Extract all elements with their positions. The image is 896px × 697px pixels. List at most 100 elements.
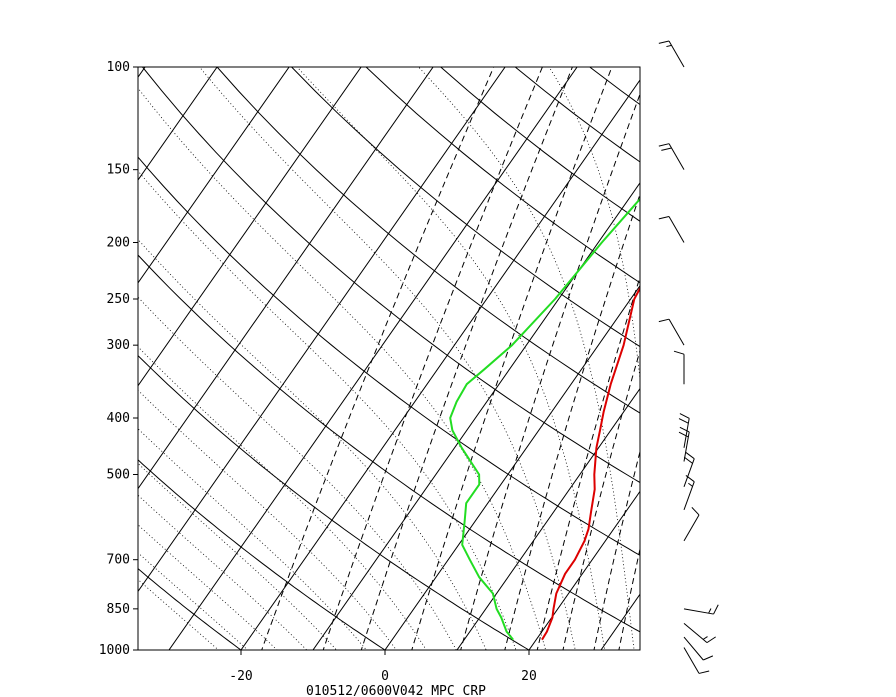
wind-barb-staff (683, 636, 704, 661)
pressure-tick-label: 250 (107, 292, 130, 307)
isotherm-line (528, 490, 640, 650)
pressure-tick-label: 1000 (99, 643, 130, 658)
wind-barb (658, 216, 685, 243)
wind-barb-flag (679, 426, 690, 433)
dry-adiabat-line (888, 67, 896, 662)
mixing-ratio-line (504, 192, 640, 650)
temperature-tick-label: 0 (381, 669, 389, 684)
mixing-ratio-line (562, 348, 640, 650)
wind-barb-flag (685, 475, 695, 483)
wind-barb (683, 452, 695, 488)
wind-barb-flag (706, 636, 716, 644)
wind-barb (673, 350, 685, 385)
isotherm-line (664, 54, 896, 662)
dewpoint-trace (449, 197, 640, 641)
pressure-tick-label: 300 (107, 338, 130, 353)
wind-barb-staff (683, 647, 700, 674)
wind-barb (658, 318, 685, 346)
dry-adiabat-line (440, 67, 640, 222)
dry-adiabat-line (291, 67, 640, 348)
wind-barb-staff (668, 143, 685, 170)
wind-barb-flag (678, 431, 689, 438)
wind-barb (683, 507, 700, 542)
moist-adiabat-line (138, 296, 457, 650)
wind-barb-flag (679, 413, 690, 419)
wind-barb (658, 143, 685, 170)
temperature-tick-label: 20 (521, 669, 537, 684)
wind-barb-flag (698, 670, 710, 674)
moist-adiabat-line (198, 67, 576, 650)
mixing-ratio-line (618, 546, 640, 650)
isotherm-line (138, 67, 434, 490)
wind-barb-flag (683, 456, 693, 464)
pressure-tick-label: 850 (107, 602, 130, 617)
wind-barb (683, 647, 710, 674)
wind-barb-staff (683, 514, 700, 542)
dry-adiabat-line (138, 459, 386, 650)
mixing-ratio-line (460, 92, 640, 650)
wind-barb-staff (683, 418, 690, 448)
isotherm-line (384, 284, 640, 650)
wind-barb-flag (691, 507, 700, 516)
wind-barb (683, 622, 716, 644)
wind-barb (683, 475, 695, 511)
pressure-tick-label: 200 (107, 236, 130, 251)
wind-barb-half-flag (708, 608, 712, 614)
wind-barb-flag (661, 147, 672, 151)
isotherm-line (138, 67, 146, 79)
wind-barb-flag (678, 418, 689, 424)
wind-barb (658, 40, 685, 68)
isotherm-line (0, 54, 10, 662)
dry-adiabat-line (142, 67, 640, 484)
dry-adiabat-line (664, 67, 896, 662)
wind-barb-half-flag (666, 44, 672, 48)
dry-adiabat-line (138, 156, 640, 556)
wind-barb-flag (658, 143, 670, 147)
wind-barb-flag (658, 318, 670, 323)
wind-barb-flag (713, 604, 719, 615)
mixing-ratio-line (322, 67, 543, 650)
wind-barb-staff (683, 458, 695, 488)
dry-adiabat-line (216, 67, 640, 414)
dry-adiabat-line (138, 354, 530, 650)
isotherm-line (138, 67, 362, 387)
isotherm-line (138, 67, 290, 284)
isotherm-line (0, 54, 82, 662)
isotherm-line (240, 79, 640, 650)
dry-adiabat-line (0, 67, 112, 662)
wind-barb-staff (668, 318, 685, 346)
wind-barb-staff (668, 216, 685, 243)
moist-adiabat-line (138, 462, 338, 650)
wind-barb-staff (683, 481, 695, 511)
temperature-trace (541, 286, 640, 641)
pressure-tick-label: 150 (107, 163, 130, 178)
dry-adiabat-line (365, 67, 640, 284)
wind-barb-staff (683, 431, 690, 462)
moist-adiabat-line (138, 87, 547, 650)
wind-barb (683, 636, 714, 661)
wind-barb-flag (685, 452, 695, 460)
mixing-ratio-line (360, 67, 573, 650)
wind-barb-half-flag (688, 482, 693, 487)
mixing-ratio-line (261, 67, 495, 650)
wind-barb (678, 426, 690, 462)
wind-barb (683, 604, 719, 615)
dry-adiabat-line (739, 67, 896, 662)
isotherm-line (736, 54, 896, 662)
pressure-tick-label: 400 (107, 411, 130, 426)
pressure-tick-label: 700 (107, 553, 130, 568)
mixing-ratio-line (593, 449, 640, 650)
moist-adiabat-line (138, 524, 278, 650)
dry-adiabat-line (589, 67, 640, 106)
mixing-ratio-line (644, 67, 792, 662)
dry-adiabat-line (813, 67, 896, 662)
dry-adiabat-line (138, 254, 640, 633)
dry-adiabat-line (138, 568, 242, 650)
isotherm-line (312, 181, 640, 650)
mixing-ratio-line (536, 275, 640, 650)
pressure-tick-label: 100 (107, 60, 130, 75)
moist-adiabat-line (138, 238, 487, 650)
moist-adiabat-line (138, 494, 308, 650)
pressure-tick-label: 500 (107, 467, 130, 482)
